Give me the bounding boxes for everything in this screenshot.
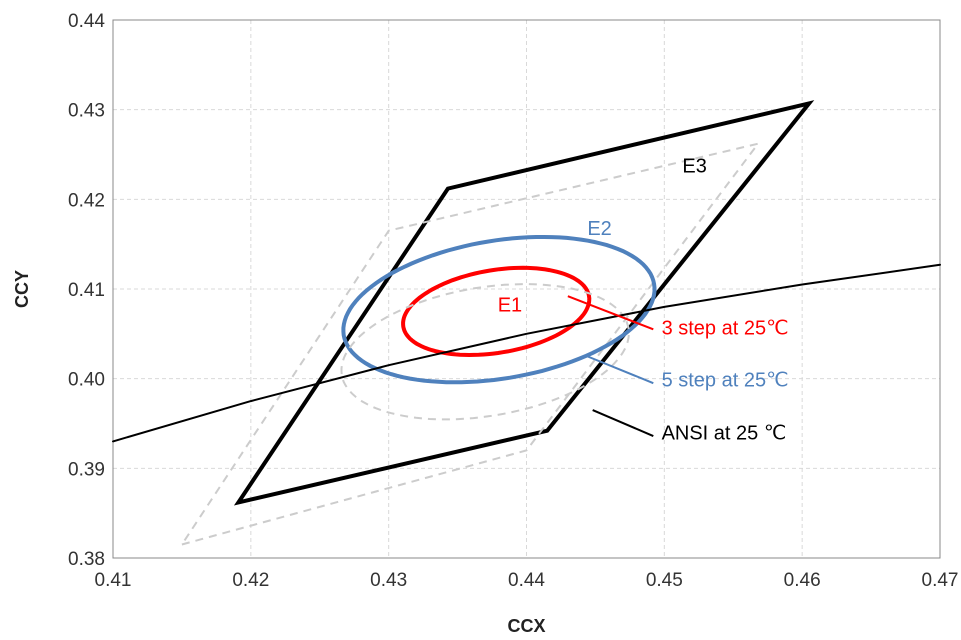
tick-labels: 0.38 0.39 0.40 0.41 0.42 0.43 0.44 0.41 0.42 0.43… xyxy=(68,11,958,591)
three-step-ellipse xyxy=(401,265,592,358)
x-tick-label: 0.42 xyxy=(232,570,269,591)
annotations: 3 step at 25℃ 5 step at 25℃ ANSI at 25 ℃ xyxy=(567,295,789,445)
annotation-leader-line xyxy=(567,295,654,331)
x-tick-label: 0.47 xyxy=(922,570,959,591)
x-tick-label: 0.45 xyxy=(646,570,683,591)
x-tick-label: 0.44 xyxy=(508,570,545,591)
y-tick-label: 0.40 xyxy=(68,370,105,391)
y-tick-label: 0.41 xyxy=(68,280,105,301)
region-label-e1: E1 xyxy=(498,294,522,316)
region-label-e3: E3 xyxy=(682,155,706,177)
y-tick-label: 0.38 xyxy=(68,549,105,570)
five-step-ellipse xyxy=(341,235,657,385)
y-tick-label: 0.43 xyxy=(68,101,105,122)
x-tick-label: 0.43 xyxy=(370,570,407,591)
x-tick-label: 0.46 xyxy=(784,570,821,591)
annotation-label: ANSI at 25 ℃ xyxy=(662,423,787,445)
annotation-leader-line xyxy=(586,355,654,385)
plot-area-frame xyxy=(112,19,941,559)
y-tick-label: 0.39 xyxy=(68,459,105,480)
y-tick-label: 0.44 xyxy=(68,11,105,32)
annotation-leader-line xyxy=(592,409,654,437)
region-labels: E1 E2 E3 xyxy=(498,155,707,316)
grid xyxy=(112,19,941,559)
x-tick-label: 0.41 xyxy=(95,570,132,591)
annotation-label: 3 step at 25℃ xyxy=(662,318,789,340)
ansi-quadrangle xyxy=(233,100,815,506)
dashed-quadrangle xyxy=(179,142,761,547)
x-axis-title: CCX xyxy=(507,616,545,636)
blackbody-locus-curve xyxy=(112,263,941,443)
dashed-ellipse xyxy=(340,283,630,421)
annotation-label: 5 step at 25℃ xyxy=(662,370,789,392)
region-label-e2: E2 xyxy=(587,218,611,240)
y-axis-title: CCY xyxy=(12,270,32,308)
y-tick-label: 0.42 xyxy=(68,190,105,211)
series-marks xyxy=(112,100,941,547)
